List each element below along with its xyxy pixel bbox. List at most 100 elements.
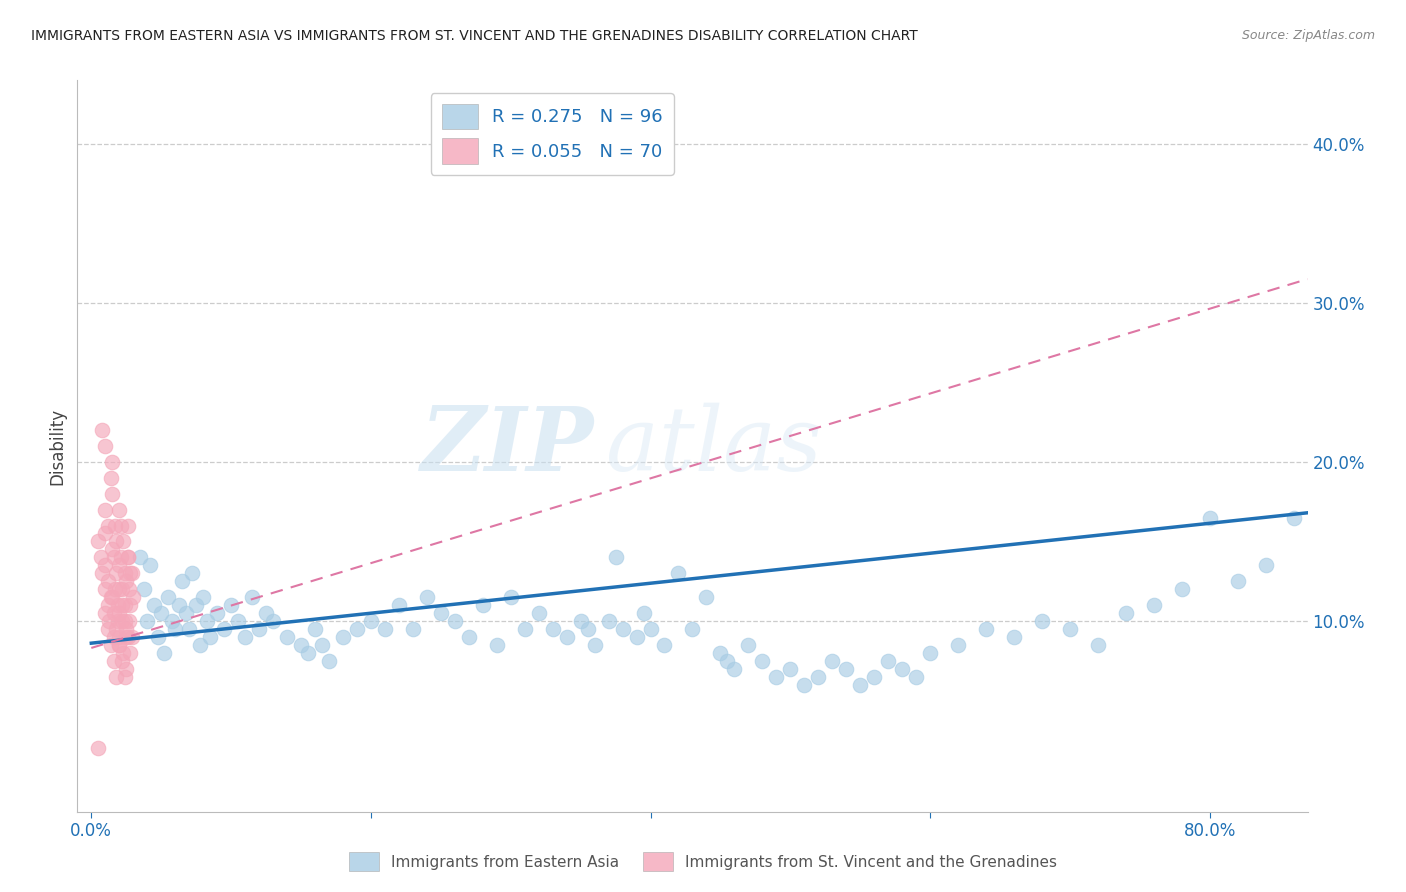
Point	[143, 598, 166, 612]
Point	[891, 662, 914, 676]
Point	[682, 622, 704, 636]
Point	[276, 630, 298, 644]
Point	[150, 606, 173, 620]
Point	[416, 590, 439, 604]
Point	[304, 622, 326, 636]
Point	[108, 630, 131, 644]
Point	[118, 582, 141, 596]
Text: IMMIGRANTS FROM EASTERN ASIA VS IMMIGRANTS FROM ST. VINCENT AND THE GRENADINES D: IMMIGRANTS FROM EASTERN ASIA VS IMMIGRAN…	[31, 29, 918, 43]
Point	[114, 669, 136, 683]
Point	[115, 630, 138, 644]
Point	[974, 622, 997, 636]
Point	[640, 622, 662, 636]
Point	[1031, 614, 1053, 628]
Point	[311, 638, 333, 652]
Point	[117, 518, 139, 533]
Point	[186, 598, 208, 612]
Point	[108, 582, 131, 596]
Point	[191, 590, 214, 604]
Point	[129, 550, 152, 565]
Point	[108, 558, 131, 573]
Point	[115, 622, 138, 636]
Point	[360, 614, 382, 628]
Point	[122, 590, 145, 604]
Point	[262, 614, 284, 628]
Y-axis label: Disability: Disability	[48, 408, 66, 484]
Point	[103, 630, 125, 644]
Point	[110, 550, 132, 565]
Point	[165, 622, 187, 636]
Point	[297, 646, 319, 660]
Point	[920, 646, 942, 660]
Point	[94, 439, 117, 453]
Point	[176, 606, 198, 620]
Point	[115, 574, 138, 589]
Legend: R = 0.275   N = 96, R = 0.055   N = 70: R = 0.275 N = 96, R = 0.055 N = 70	[430, 93, 673, 175]
Point	[105, 622, 128, 636]
Point	[633, 606, 655, 620]
Point	[91, 423, 114, 437]
Point	[112, 646, 135, 660]
Point	[98, 614, 121, 628]
Point	[87, 534, 110, 549]
Point	[108, 638, 131, 652]
Point	[346, 622, 368, 636]
Point	[1254, 558, 1277, 573]
Point	[254, 606, 277, 620]
Point	[117, 550, 139, 565]
Point	[94, 606, 117, 620]
Point	[1143, 598, 1166, 612]
Point	[1282, 510, 1305, 524]
Point	[179, 622, 201, 636]
Point	[219, 598, 242, 612]
Point	[569, 614, 592, 628]
Point	[103, 550, 125, 565]
Point	[198, 630, 221, 644]
Point	[91, 566, 114, 581]
Point	[555, 630, 578, 644]
Point	[114, 566, 136, 581]
Point	[114, 598, 136, 612]
Point	[654, 638, 676, 652]
Point	[318, 654, 340, 668]
Point	[94, 526, 117, 541]
Point	[97, 574, 120, 589]
Point	[148, 630, 170, 644]
Point	[169, 598, 191, 612]
Point	[765, 669, 787, 683]
Point	[112, 534, 135, 549]
Point	[181, 566, 204, 581]
Point	[233, 630, 256, 644]
Point	[388, 598, 411, 612]
Point	[793, 677, 815, 691]
Point	[471, 598, 494, 612]
Point	[111, 654, 134, 668]
Point	[162, 614, 184, 628]
Point	[737, 638, 759, 652]
Point	[134, 582, 156, 596]
Point	[430, 606, 453, 620]
Point	[108, 502, 131, 516]
Point	[716, 654, 738, 668]
Point	[115, 662, 138, 676]
Point	[863, 669, 886, 683]
Point	[120, 646, 142, 660]
Text: ZIP: ZIP	[420, 403, 595, 489]
Point	[97, 598, 120, 612]
Point	[97, 622, 120, 636]
Point	[97, 518, 120, 533]
Point	[212, 622, 235, 636]
Point	[188, 638, 212, 652]
Point	[103, 606, 125, 620]
Point	[100, 638, 122, 652]
Point	[172, 574, 194, 589]
Point	[290, 638, 312, 652]
Point	[612, 622, 634, 636]
Point	[136, 614, 159, 628]
Point	[402, 622, 425, 636]
Point	[605, 550, 627, 565]
Point	[835, 662, 858, 676]
Text: Source: ZipAtlas.com: Source: ZipAtlas.com	[1241, 29, 1375, 42]
Point	[668, 566, 690, 581]
Point	[541, 622, 564, 636]
